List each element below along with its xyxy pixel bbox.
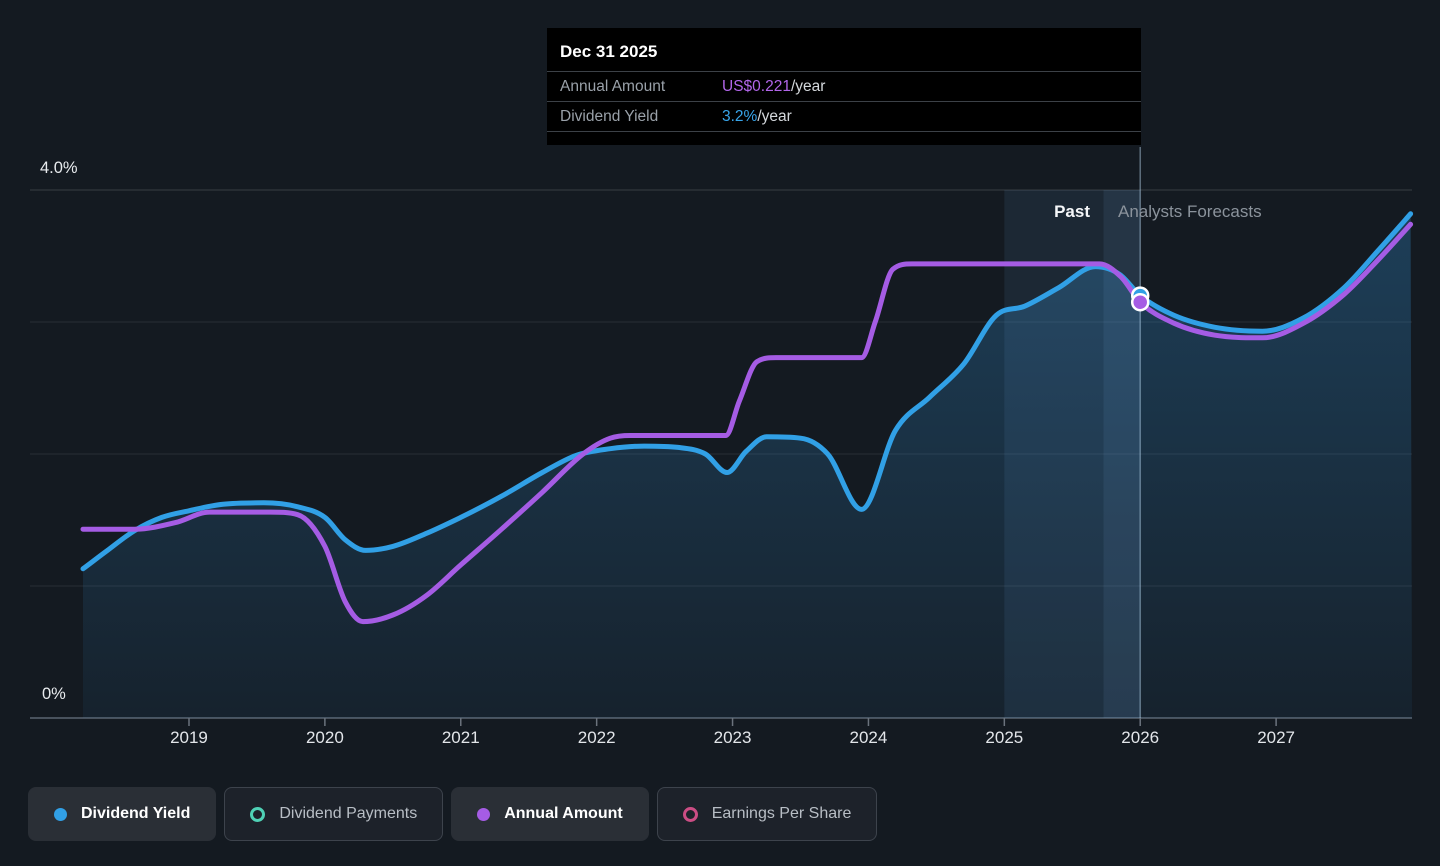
x-axis-label-2026: 2026 — [1121, 728, 1160, 747]
tooltip-row-annual-amount: Annual Amount US$0.221/year — [547, 72, 1141, 102]
legend-toggle-earnings-per-share[interactable]: Earnings Per Share — [656, 787, 878, 841]
annual-amount-line — [80, 221, 1414, 625]
legend-label: Dividend Payments — [279, 805, 418, 822]
x-axis-label-2021: 2021 — [441, 728, 480, 747]
y-axis-label-zero: 0% — [42, 685, 66, 703]
x-axis-label-2025: 2025 — [985, 728, 1024, 747]
legend-label: Annual Amount — [504, 805, 623, 822]
chart-legend: Dividend Yield Dividend Payments Annual … — [28, 787, 878, 841]
marker-annual-amount[interactable] — [1130, 292, 1150, 312]
tooltip-value-dividend-yield: 3.2%/year — [722, 107, 792, 125]
dividend-yield-chart[interactable] — [0, 0, 1440, 780]
forecast-section-label: Analysts Forecasts — [1118, 202, 1262, 221]
x-axis-label-2023: 2023 — [713, 728, 752, 747]
past-section-label: Past — [1054, 202, 1090, 221]
tooltip-date: Dec 31 2025 — [547, 38, 1141, 72]
x-axis-label-2027: 2027 — [1257, 728, 1296, 747]
tooltip-value-annual-amount: US$0.221/year — [722, 77, 826, 95]
x-axis-label-2024: 2024 — [849, 728, 888, 747]
y-axis-label-max: 4.0% — [40, 159, 78, 177]
x-axis-label-2022: 2022 — [577, 728, 616, 747]
x-axis-label-2020: 2020 — [305, 728, 344, 747]
chart-tooltip: Dec 31 2025 Annual Amount US$0.221/year … — [547, 28, 1141, 145]
dividend-yield-area — [83, 213, 1412, 719]
legend-toggle-annual-amount[interactable]: Annual Amount — [451, 787, 649, 841]
legend-toggle-dividend-payments[interactable]: Dividend Payments — [224, 787, 444, 841]
tooltip-label-annual-amount: Annual Amount — [560, 77, 666, 95]
legend-label: Dividend Yield — [81, 805, 191, 822]
legend-toggle-dividend-yield[interactable]: Dividend Yield — [28, 787, 217, 841]
legend-label: Earnings Per Share — [711, 805, 852, 822]
earnings-per-share-ring-icon — [682, 806, 698, 822]
tooltip-row-dividend-yield: Dividend Yield 3.2%/year — [547, 102, 1141, 132]
tooltip-label-dividend-yield: Dividend Yield — [560, 107, 659, 125]
dividend-payments-ring-icon — [250, 806, 266, 822]
annual-amount-dot-icon — [477, 807, 491, 821]
dividend-yield-dot-icon — [54, 807, 67, 821]
x-axis-label-2019: 2019 — [170, 728, 208, 747]
